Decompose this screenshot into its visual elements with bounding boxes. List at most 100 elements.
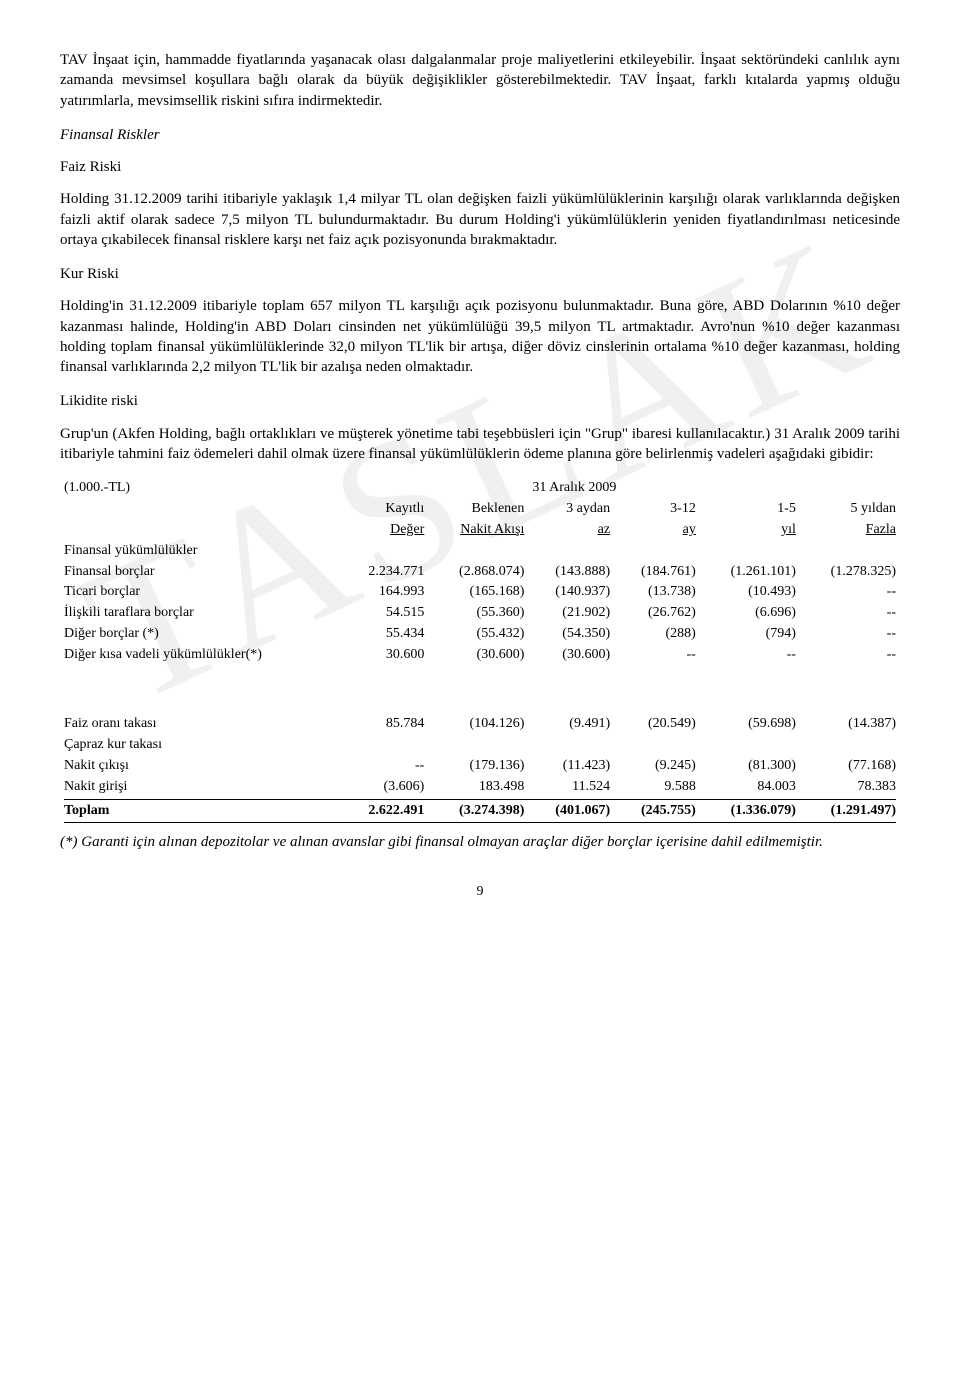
cell: 54.515 (341, 603, 428, 624)
table-row: Nakit çıkışı -- (179.136) (11.423) (9.24… (60, 756, 900, 777)
cell: (10.493) (700, 582, 800, 603)
col-header: Fazla (800, 520, 900, 541)
table-group-row: Finansal yükümlülükler (60, 541, 900, 562)
cell: (21.902) (528, 603, 614, 624)
cell: -- (800, 582, 900, 603)
paragraph-liquidity-risk: Grup'un (Akfen Holding, bağlı ortaklıkla… (60, 424, 900, 465)
cell: -- (800, 645, 900, 666)
unit-label: (1.000.-TL) (60, 478, 341, 499)
cell: (165.168) (428, 582, 528, 603)
cell: (30.600) (428, 645, 528, 666)
cell: 9.588 (614, 777, 700, 798)
col-header: az (528, 520, 614, 541)
cell (700, 735, 800, 756)
cell (528, 735, 614, 756)
cell: 183.498 (428, 777, 528, 798)
cell: (1.291.497) (800, 801, 900, 822)
cell: (59.698) (700, 714, 800, 735)
cell: (288) (614, 624, 700, 645)
cell: 11.524 (528, 777, 614, 798)
heading-interest-risk: Faiz Riski (60, 157, 900, 177)
table-header-row-2: Kayıtlı Beklenen 3 aydan 3-12 1-5 5 yıld… (60, 499, 900, 520)
col-header: 3 aydan (528, 499, 614, 520)
heading-liquidity-risk: Likidite riski (60, 391, 900, 411)
paragraph-currency-risk: Holding'in 31.12.2009 itibariyle toplam … (60, 296, 900, 377)
cell: (26.762) (614, 603, 700, 624)
row-label: Ticari borçlar (60, 582, 341, 603)
page-number: 9 (60, 883, 900, 902)
table-row: Nakit girişi (3.606) 183.498 11.524 9.58… (60, 777, 900, 798)
cell: (13.738) (614, 582, 700, 603)
cell: (9.245) (614, 756, 700, 777)
cell: 84.003 (700, 777, 800, 798)
cell: (30.600) (528, 645, 614, 666)
cell: 164.993 (341, 582, 428, 603)
cell: -- (800, 624, 900, 645)
row-label: Nakit çıkışı (60, 756, 341, 777)
table-row: Diğer kısa vadeli yükümlülükler(*) 30.60… (60, 645, 900, 666)
cell: (81.300) (700, 756, 800, 777)
row-label: Diğer borçlar (*) (60, 624, 341, 645)
cell (614, 735, 700, 756)
total-label: Toplam (60, 801, 341, 822)
cell: 85.784 (341, 714, 428, 735)
cell: (143.888) (528, 562, 614, 583)
cell: (1.261.101) (700, 562, 800, 583)
cell: (55.432) (428, 624, 528, 645)
table-divider (60, 821, 900, 824)
cell: 78.383 (800, 777, 900, 798)
row-label: İlişkili taraflara borçlar (60, 603, 341, 624)
cell: (54.350) (528, 624, 614, 645)
cell: (179.136) (428, 756, 528, 777)
cell: 2.622.491 (341, 801, 428, 822)
cell: (14.387) (800, 714, 900, 735)
table-spacer (60, 666, 900, 690)
cell: (1.336.079) (700, 801, 800, 822)
page-content: TAV İnşaat için, hammadde fiyatlarında y… (60, 50, 900, 902)
cell: -- (614, 645, 700, 666)
col-header: Değer (341, 520, 428, 541)
cell: 2.234.771 (341, 562, 428, 583)
cell: -- (800, 603, 900, 624)
table-total-row: Toplam 2.622.491 (3.274.398) (401.067) (… (60, 801, 900, 822)
col-header: Beklenen (428, 499, 528, 520)
cell: -- (700, 645, 800, 666)
table-row: İlişkili taraflara borçlar 54.515 (55.36… (60, 603, 900, 624)
footnote-text: (*) Garanti için alınan depozitolar ve a… (60, 832, 900, 852)
col-header: Nakit Akışı (428, 520, 528, 541)
cell: (401.067) (528, 801, 614, 822)
cell: (6.696) (700, 603, 800, 624)
table-row: Çapraz kur takası (60, 735, 900, 756)
table-row: Ticari borçlar 164.993 (165.168) (140.93… (60, 582, 900, 603)
row-label: Faiz oranı takası (60, 714, 341, 735)
cell: (77.168) (800, 756, 900, 777)
cell: (2.868.074) (428, 562, 528, 583)
row-label: Finansal borçlar (60, 562, 341, 583)
cell (428, 735, 528, 756)
cell: (9.491) (528, 714, 614, 735)
col-header: ay (614, 520, 700, 541)
col-header: 1-5 (700, 499, 800, 520)
group-label: Finansal yükümlülükler (60, 541, 341, 562)
cell: (3.606) (341, 777, 428, 798)
table-row: Faiz oranı takası 85.784 (104.126) (9.49… (60, 714, 900, 735)
cell: (184.761) (614, 562, 700, 583)
paragraph-interest-risk: Holding 31.12.2009 tarihi itibariyle yak… (60, 189, 900, 250)
table-row: Diğer borçlar (*) 55.434 (55.432) (54.35… (60, 624, 900, 645)
cell: 55.434 (341, 624, 428, 645)
cell: -- (341, 756, 428, 777)
cell: (140.937) (528, 582, 614, 603)
paragraph-intro: TAV İnşaat için, hammadde fiyatlarında y… (60, 50, 900, 111)
col-header: yıl (700, 520, 800, 541)
row-label: Çapraz kur takası (60, 735, 341, 756)
table-date-label: 31 Aralık 2009 (528, 478, 699, 499)
table-header-row-3: Değer Nakit Akışı az ay yıl Fazla (60, 520, 900, 541)
cell (800, 735, 900, 756)
row-label: Diğer kısa vadeli yükümlülükler(*) (60, 645, 341, 666)
cell: (794) (700, 624, 800, 645)
heading-financial-risks: Finansal Riskler (60, 125, 900, 145)
cell: (11.423) (528, 756, 614, 777)
cell: (245.755) (614, 801, 700, 822)
col-header: Kayıtlı (341, 499, 428, 520)
table-row: Finansal borçlar 2.234.771 (2.868.074) (… (60, 562, 900, 583)
